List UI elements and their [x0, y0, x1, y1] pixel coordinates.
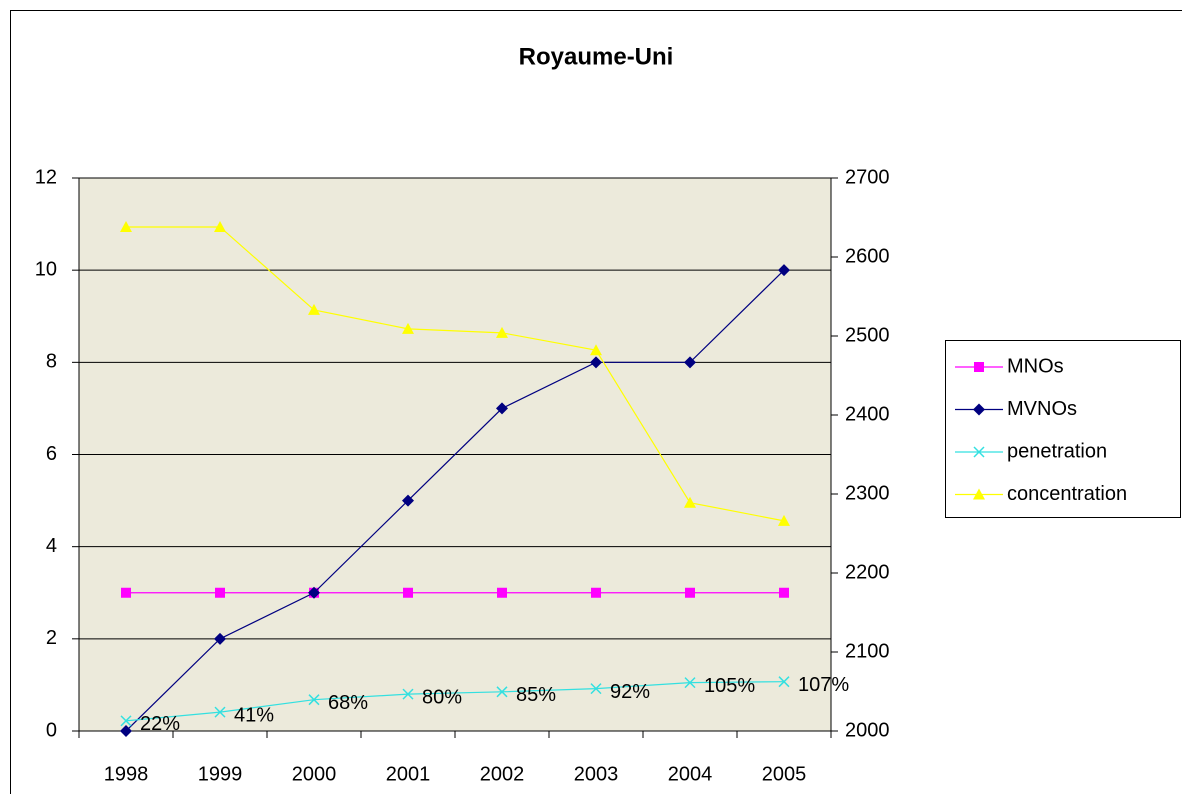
x-tick-label: 1999 [198, 763, 243, 785]
legend-marker [974, 362, 984, 372]
legend-label: MVNOs [1007, 398, 1077, 420]
point [214, 706, 226, 718]
point [496, 402, 508, 415]
x-tick-label: 2005 [762, 763, 807, 785]
x-tick-label: 2002 [480, 763, 525, 785]
y-tick-label: 4 [46, 535, 57, 557]
point [120, 220, 132, 232]
point [121, 587, 131, 598]
y2-tick-label: 2700 [845, 166, 890, 188]
chart-title: Royaume-Uni [519, 43, 674, 70]
legend-marker [973, 488, 985, 500]
point [684, 356, 696, 369]
y2-tick-label: 2400 [845, 403, 890, 425]
y-tick-label: 2 [46, 627, 57, 649]
series-line [126, 226, 785, 522]
point [779, 587, 789, 598]
x-tick-label: 2003 [574, 763, 619, 785]
data-label: 68% [328, 692, 368, 714]
point [402, 494, 414, 507]
point [215, 587, 225, 598]
data-label: 22% [140, 713, 180, 735]
y-tick-label: 8 [46, 351, 57, 373]
y-tick-label: 0 [46, 719, 57, 741]
point [590, 344, 602, 356]
x-tick-label: 2004 [668, 763, 713, 785]
legend-label: penetration [1007, 440, 1107, 462]
point [685, 587, 695, 598]
series-line [125, 681, 785, 722]
legend-label: MNOs [1007, 355, 1064, 377]
data-label: 92% [610, 681, 650, 703]
point [591, 587, 601, 598]
point [402, 322, 414, 334]
point [497, 587, 507, 598]
legend-label: concentration [1007, 483, 1127, 505]
point [778, 264, 790, 277]
data-label: 107% [798, 674, 849, 696]
legend-marker [973, 446, 985, 458]
point [496, 686, 508, 698]
y-tick-label: 10 [35, 258, 57, 280]
point [590, 356, 602, 369]
point [590, 683, 602, 695]
legend-box [945, 340, 1181, 518]
point [214, 220, 226, 232]
point [684, 496, 696, 508]
x-tick-label: 2001 [386, 763, 431, 785]
point [496, 326, 508, 338]
y2-tick-label: 2500 [845, 324, 890, 346]
data-label: 41% [234, 704, 274, 726]
y2-tick-label: 2100 [845, 640, 890, 662]
y-tick-label: 6 [46, 443, 57, 465]
point [308, 694, 320, 706]
point [402, 688, 414, 700]
point [308, 586, 320, 599]
x-tick-label: 1998 [104, 763, 149, 785]
series-line [125, 269, 785, 732]
y2-tick-label: 2200 [845, 561, 890, 583]
legend-marker [973, 403, 985, 416]
data-label: 85% [516, 684, 556, 706]
point [214, 632, 226, 645]
point [778, 676, 790, 688]
y2-tick-label: 2600 [845, 245, 890, 267]
y2-tick-label: 2000 [845, 719, 890, 741]
y-tick-label: 12 [35, 166, 57, 188]
point [308, 303, 320, 315]
point [778, 514, 790, 526]
y2-tick-label: 2300 [845, 482, 890, 504]
data-label: 80% [422, 686, 462, 708]
point [120, 715, 132, 727]
x-tick-label: 2000 [292, 763, 337, 785]
point [403, 587, 413, 598]
point [120, 725, 132, 737]
point [684, 677, 696, 689]
data-label: 105% [704, 675, 755, 697]
